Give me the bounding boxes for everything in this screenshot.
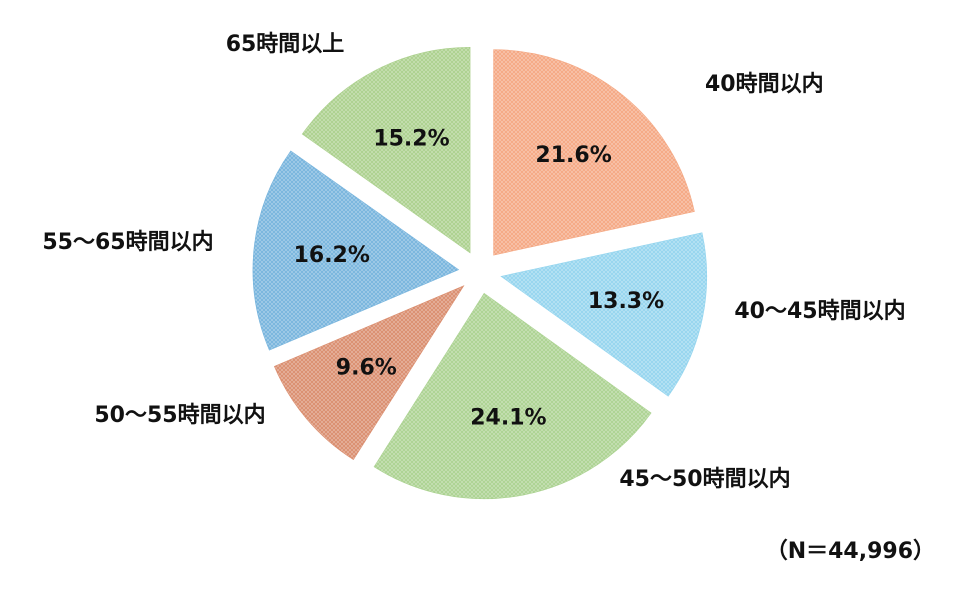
category-label: 40時間以内 — [705, 72, 824, 97]
slice-hatch — [253, 151, 459, 350]
slice-hatch — [374, 293, 651, 499]
annotation: （N＝44,996） — [766, 539, 935, 564]
slice-hatch — [501, 232, 707, 396]
category-label: 65時間以上 — [226, 32, 345, 57]
category-label: 50～55時間以内 — [94, 403, 265, 428]
value-label: 15.2% — [373, 127, 449, 152]
slice-hatch — [493, 49, 695, 255]
value-label: 21.6% — [535, 143, 611, 168]
category-label: 55～65時間以内 — [42, 230, 213, 255]
category-label: 45～50時間以内 — [619, 467, 790, 492]
value-label: 16.2% — [294, 243, 370, 268]
value-label: 13.3% — [588, 289, 664, 314]
value-label: 24.1% — [470, 405, 546, 430]
slice-hatch — [302, 47, 470, 253]
slice-hatch — [274, 286, 464, 460]
category-label: 40～45時間以内 — [734, 299, 905, 324]
value-label: 9.6% — [336, 355, 397, 380]
